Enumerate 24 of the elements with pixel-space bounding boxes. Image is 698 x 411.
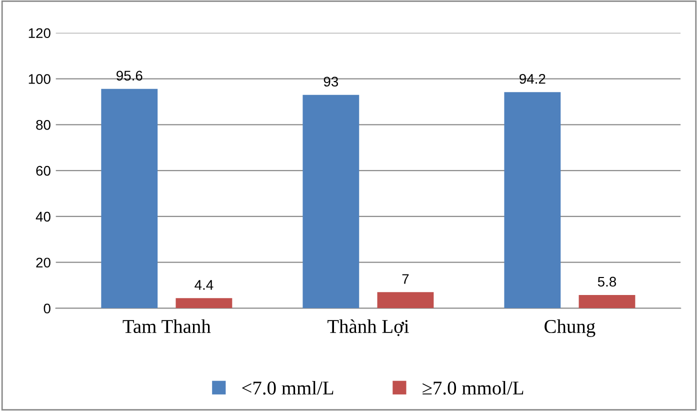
x-tick-label: Tam Thanh (122, 319, 211, 334)
bar (302, 94, 360, 308)
y-tick-label: 60 (36, 166, 50, 176)
bar (101, 88, 158, 308)
y-tick-label: 120 (28, 28, 50, 38)
data-label: 95.6 (116, 70, 142, 81)
data-label: 93 (324, 76, 338, 87)
y-tick-label: 80 (36, 120, 50, 130)
legend-label: ≥7.0 mmol/L (422, 380, 524, 395)
bar (504, 92, 561, 308)
bar (176, 298, 232, 308)
x-tick-label: Thành Lợi (328, 319, 409, 336)
data-label: 4.4 (194, 280, 214, 290)
bar (578, 294, 636, 308)
legend-label: <7.0 mml/L (242, 380, 334, 395)
y-tick-label: 0 (44, 304, 50, 314)
data-label: 5.8 (598, 276, 616, 287)
bar (377, 292, 434, 308)
data-label: 7 (402, 274, 409, 284)
x-tick-label: Chung (544, 319, 596, 338)
y-tick-label: 40 (36, 212, 50, 222)
data-label: 94.2 (520, 74, 546, 84)
y-tick-label: 20 (36, 258, 50, 268)
y-tick-label: 100 (28, 74, 50, 84)
